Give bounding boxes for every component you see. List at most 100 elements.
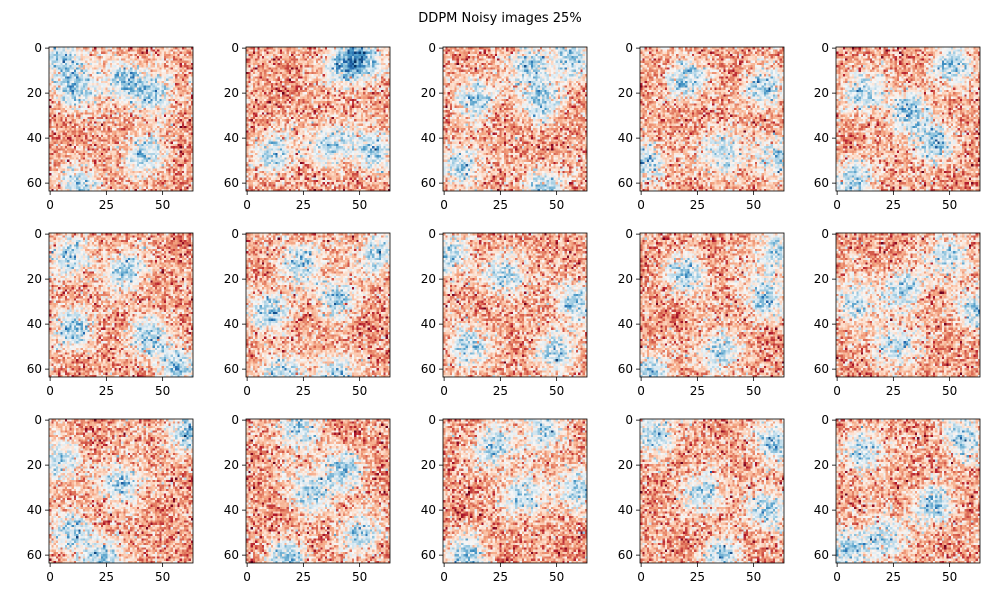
y-tick-label: 60 xyxy=(618,176,633,190)
panel-7: 0 25 50 0 20 40 60 xyxy=(224,227,391,398)
x-tick-label: 50 xyxy=(155,198,170,212)
panel-frame xyxy=(639,232,785,378)
panel-6: 0 25 50 0 20 40 60 xyxy=(27,227,194,398)
x-tick-label: 50 xyxy=(549,198,564,212)
x-tick-label: 25 xyxy=(99,570,114,584)
x-tick-label: 0 xyxy=(637,198,645,212)
x-tick-label: 50 xyxy=(155,570,170,584)
panel-15: 0 25 50 0 20 40 60 xyxy=(814,413,981,584)
panel-image xyxy=(443,419,587,563)
panel-frame xyxy=(835,232,981,378)
x-tick-label: 0 xyxy=(46,384,54,398)
x-tick-label: 0 xyxy=(833,198,841,212)
panel-image xyxy=(640,47,784,191)
x-tick-label: 25 xyxy=(493,570,508,584)
x-tick-label: 25 xyxy=(296,384,311,398)
y-tick-label: 40 xyxy=(814,317,829,331)
x-tick-label: 25 xyxy=(296,198,311,212)
x-tick-label: 25 xyxy=(99,198,114,212)
x-tick-label: 50 xyxy=(352,198,367,212)
y-tick-label: 20 xyxy=(224,458,239,472)
y-tick-label: 20 xyxy=(618,458,633,472)
panel-image xyxy=(836,233,980,377)
y-tick-label: 0 xyxy=(34,413,42,427)
panel-frame xyxy=(442,232,588,378)
x-tick-label: 25 xyxy=(99,384,114,398)
y-tick-label: 40 xyxy=(618,503,633,517)
y-tick-label: 0 xyxy=(231,227,239,241)
y-tick-label: 40 xyxy=(618,131,633,145)
y-tick-label: 40 xyxy=(27,503,42,517)
y-tick-label: 40 xyxy=(421,317,436,331)
y-tick-label: 40 xyxy=(421,131,436,145)
panel-grid: 0 25 50 0 20 40 60 0 25 50 0 20 40 60 0 25 50 0 20 40 60 0 25 5… xyxy=(27,41,981,584)
x-tick-label: 0 xyxy=(243,384,251,398)
x-tick-label: 0 xyxy=(46,570,54,584)
panel-image xyxy=(246,233,390,377)
x-tick-label: 50 xyxy=(942,384,957,398)
y-tick-label: 60 xyxy=(421,362,436,376)
y-tick-label: 0 xyxy=(428,413,436,427)
x-tick-label: 25 xyxy=(493,384,508,398)
x-tick-label: 50 xyxy=(746,198,761,212)
panel-image xyxy=(640,233,784,377)
y-tick-label: 40 xyxy=(27,317,42,331)
panel-14: 0 25 50 0 20 40 60 xyxy=(618,413,785,584)
y-tick-label: 20 xyxy=(618,86,633,100)
panel-image xyxy=(836,419,980,563)
y-tick-label: 40 xyxy=(224,503,239,517)
x-tick-label: 50 xyxy=(155,384,170,398)
panel-frame xyxy=(442,418,588,564)
panel-image xyxy=(49,233,193,377)
panel-frame xyxy=(835,46,981,192)
x-tick-label: 25 xyxy=(493,198,508,212)
x-tick-label: 50 xyxy=(352,384,367,398)
y-tick-label: 40 xyxy=(27,131,42,145)
y-tick-label: 0 xyxy=(231,41,239,55)
panel-frame xyxy=(639,46,785,192)
y-tick-label: 60 xyxy=(224,548,239,562)
y-tick-label: 0 xyxy=(821,41,829,55)
x-tick-label: 50 xyxy=(549,570,564,584)
x-tick-label: 0 xyxy=(243,570,251,584)
x-tick-label: 0 xyxy=(637,384,645,398)
panel-image xyxy=(640,419,784,563)
panel-image xyxy=(49,419,193,563)
panel-frame xyxy=(48,418,194,564)
y-tick-label: 60 xyxy=(421,548,436,562)
x-tick-label: 0 xyxy=(46,198,54,212)
x-tick-label: 25 xyxy=(296,570,311,584)
x-tick-label: 50 xyxy=(942,198,957,212)
panel-9: 0 25 50 0 20 40 60 xyxy=(618,227,785,398)
x-tick-label: 50 xyxy=(352,570,367,584)
panel-2: 0 25 50 0 20 40 60 xyxy=(224,41,391,212)
y-tick-label: 40 xyxy=(224,131,239,145)
y-tick-label: 20 xyxy=(814,272,829,286)
panel-image xyxy=(246,419,390,563)
chart-title: DDPM Noisy images 25% xyxy=(418,11,581,26)
panel-frame xyxy=(48,46,194,192)
y-tick-label: 40 xyxy=(224,317,239,331)
panel-13: 0 25 50 0 20 40 60 xyxy=(421,413,588,584)
y-tick-label: 0 xyxy=(625,413,633,427)
x-tick-label: 50 xyxy=(942,570,957,584)
x-tick-label: 0 xyxy=(833,384,841,398)
panel-frame xyxy=(245,418,391,564)
panel-11: 0 25 50 0 20 40 60 xyxy=(27,413,194,584)
y-tick-label: 20 xyxy=(27,86,42,100)
x-tick-label: 25 xyxy=(690,384,705,398)
panel-frame xyxy=(245,46,391,192)
panel-4: 0 25 50 0 20 40 60 xyxy=(618,41,785,212)
y-tick-label: 60 xyxy=(224,362,239,376)
panel-5: 0 25 50 0 20 40 60 xyxy=(814,41,981,212)
panel-image xyxy=(246,47,390,191)
y-tick-label: 60 xyxy=(618,548,633,562)
y-tick-label: 60 xyxy=(814,176,829,190)
panel-frame xyxy=(639,418,785,564)
panel-frame xyxy=(442,46,588,192)
x-tick-label: 0 xyxy=(440,384,448,398)
y-tick-label: 20 xyxy=(224,86,239,100)
y-tick-label: 0 xyxy=(428,227,436,241)
panel-8: 0 25 50 0 20 40 60 xyxy=(421,227,588,398)
y-tick-label: 20 xyxy=(421,458,436,472)
